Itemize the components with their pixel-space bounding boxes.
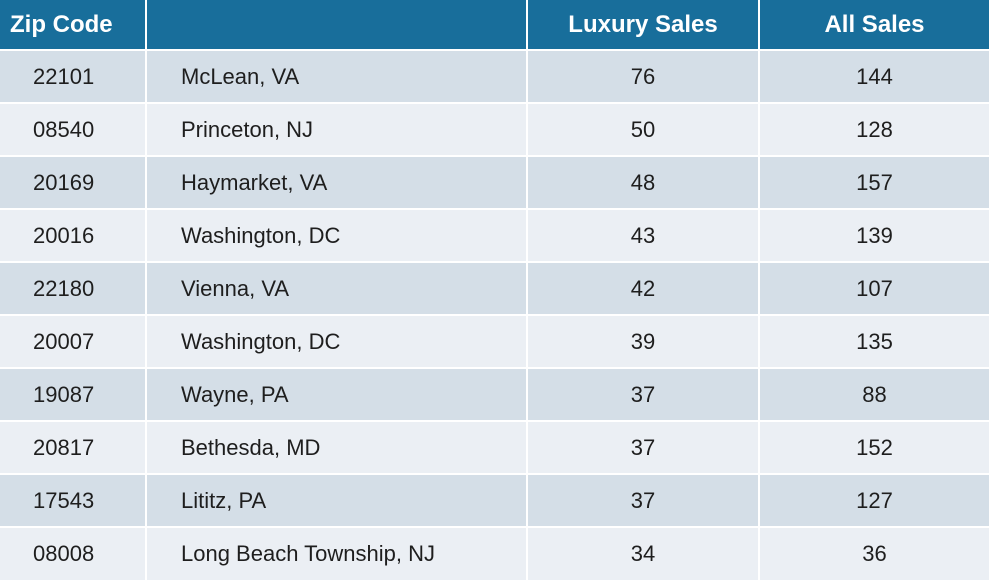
cell-city: Princeton, NJ <box>146 102 528 156</box>
table-row: 20169 Haymarket, VA 48 157 <box>0 155 989 209</box>
table-row: 22180 Vienna, VA 42 107 <box>0 261 989 315</box>
cell-city: Vienna, VA <box>146 261 528 315</box>
table-header: Zip Code Luxury Sales All Sales <box>0 0 989 50</box>
cell-city: Washington, DC <box>146 208 528 262</box>
cell-all-sales: 152 <box>759 420 989 474</box>
cell-all-sales: 127 <box>759 473 989 527</box>
cell-all-sales: 88 <box>759 367 989 421</box>
table-row: 20007 Washington, DC 39 135 <box>0 314 989 368</box>
cell-zip-code: 20016 <box>0 208 147 262</box>
cell-city: Long Beach Township, NJ <box>146 526 528 580</box>
cell-luxury-sales: 42 <box>527 261 760 315</box>
cell-luxury-sales: 37 <box>527 420 760 474</box>
cell-zip-code: 17543 <box>0 473 147 527</box>
cell-all-sales: 36 <box>759 526 989 580</box>
cell-zip-code: 20169 <box>0 155 147 209</box>
cell-all-sales: 139 <box>759 208 989 262</box>
cell-luxury-sales: 34 <box>527 526 760 580</box>
cell-zip-code: 19087 <box>0 367 147 421</box>
cell-luxury-sales: 76 <box>527 49 760 103</box>
cell-all-sales: 157 <box>759 155 989 209</box>
cell-luxury-sales: 48 <box>527 155 760 209</box>
cell-zip-code: 22180 <box>0 261 147 315</box>
table-body: 22101 McLean, VA 76 144 08540 Princeton,… <box>0 49 989 580</box>
table-row: 20817 Bethesda, MD 37 152 <box>0 420 989 474</box>
cell-zip-code: 20007 <box>0 314 147 368</box>
cell-all-sales: 144 <box>759 49 989 103</box>
cell-city: Haymarket, VA <box>146 155 528 209</box>
column-header-city[interactable] <box>146 0 528 50</box>
cell-luxury-sales: 37 <box>527 367 760 421</box>
column-header-zip-code[interactable]: Zip Code <box>0 0 147 50</box>
cell-all-sales: 135 <box>759 314 989 368</box>
cell-zip-code: 08008 <box>0 526 147 580</box>
cell-city: Wayne, PA <box>146 367 528 421</box>
cell-all-sales: 128 <box>759 102 989 156</box>
table-row: 08540 Princeton, NJ 50 128 <box>0 102 989 156</box>
table-row: 17543 Lititz, PA 37 127 <box>0 473 989 527</box>
cell-all-sales: 107 <box>759 261 989 315</box>
cell-city: Lititz, PA <box>146 473 528 527</box>
cell-zip-code: 22101 <box>0 49 147 103</box>
cell-zip-code: 20817 <box>0 420 147 474</box>
cell-city: Washington, DC <box>146 314 528 368</box>
table-row: 19087 Wayne, PA 37 88 <box>0 367 989 421</box>
column-header-luxury-sales[interactable]: Luxury Sales <box>527 0 760 50</box>
cell-luxury-sales: 50 <box>527 102 760 156</box>
cell-luxury-sales: 39 <box>527 314 760 368</box>
table-row: 22101 McLean, VA 76 144 <box>0 49 989 103</box>
table-row: 08008 Long Beach Township, NJ 34 36 <box>0 526 989 580</box>
header-row: Zip Code Luxury Sales All Sales <box>0 0 989 50</box>
cell-zip-code: 08540 <box>0 102 147 156</box>
cell-luxury-sales: 37 <box>527 473 760 527</box>
cell-city: Bethesda, MD <box>146 420 528 474</box>
table-row: 20016 Washington, DC 43 139 <box>0 208 989 262</box>
cell-luxury-sales: 43 <box>527 208 760 262</box>
column-header-all-sales[interactable]: All Sales <box>759 0 989 50</box>
cell-city: McLean, VA <box>146 49 528 103</box>
